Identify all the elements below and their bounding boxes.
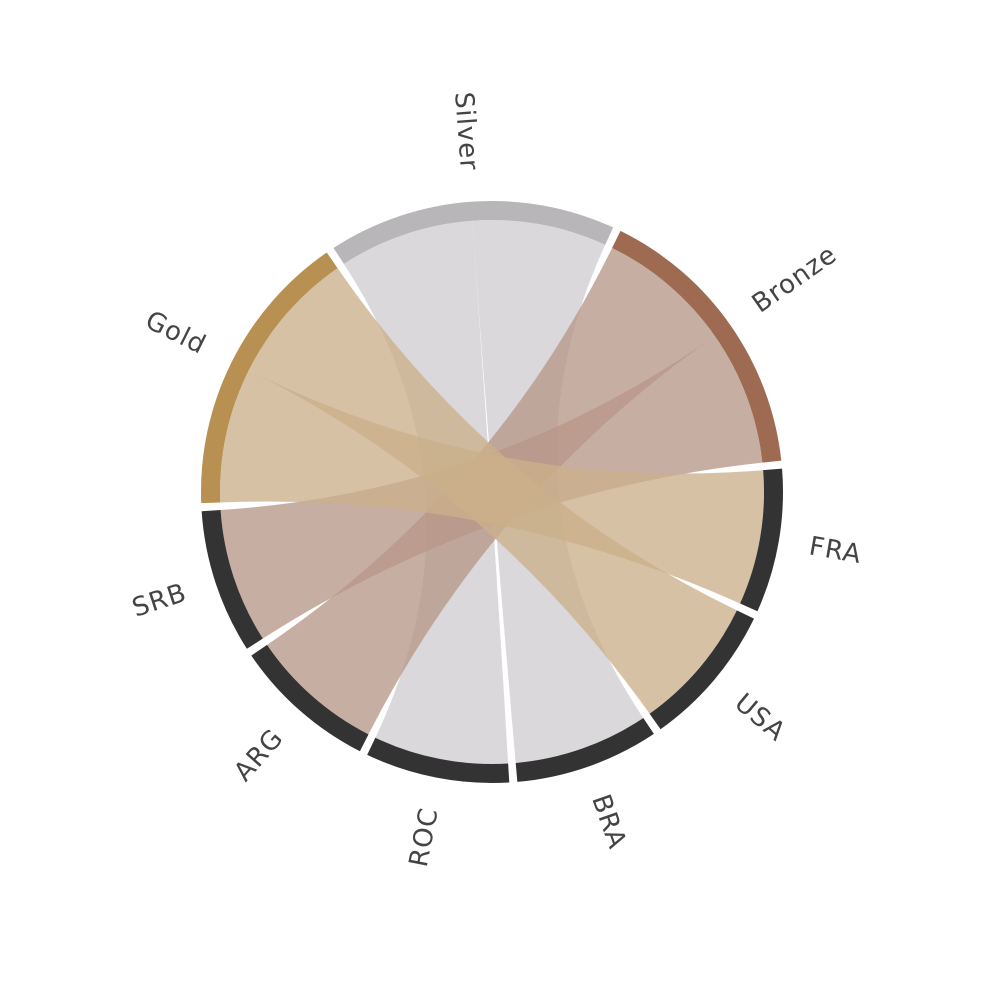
arc-silver bbox=[333, 201, 614, 264]
arc-gold bbox=[201, 252, 338, 504]
ribbon-gold-usa bbox=[248, 268, 737, 714]
arc-roc bbox=[367, 737, 510, 783]
label-usa: USA bbox=[729, 688, 792, 748]
arc-usa bbox=[649, 610, 754, 730]
label-srb: SRB bbox=[129, 578, 191, 624]
label-bronze: Bronze bbox=[747, 240, 843, 320]
label-fra: FRA bbox=[807, 532, 864, 571]
arc-srb bbox=[201, 510, 263, 649]
label-silver: Silver bbox=[448, 91, 484, 172]
arc-bronze bbox=[612, 230, 782, 463]
label-arg: ARG bbox=[228, 723, 290, 787]
arc-fra bbox=[740, 468, 783, 612]
arc-arg bbox=[251, 644, 369, 752]
label-bra: BRA bbox=[585, 791, 632, 853]
label-gold: Gold bbox=[141, 305, 211, 360]
ribbons bbox=[220, 220, 764, 764]
node-arcs bbox=[201, 201, 783, 783]
label-roc: ROC bbox=[404, 805, 445, 869]
arc-bra bbox=[515, 718, 654, 782]
